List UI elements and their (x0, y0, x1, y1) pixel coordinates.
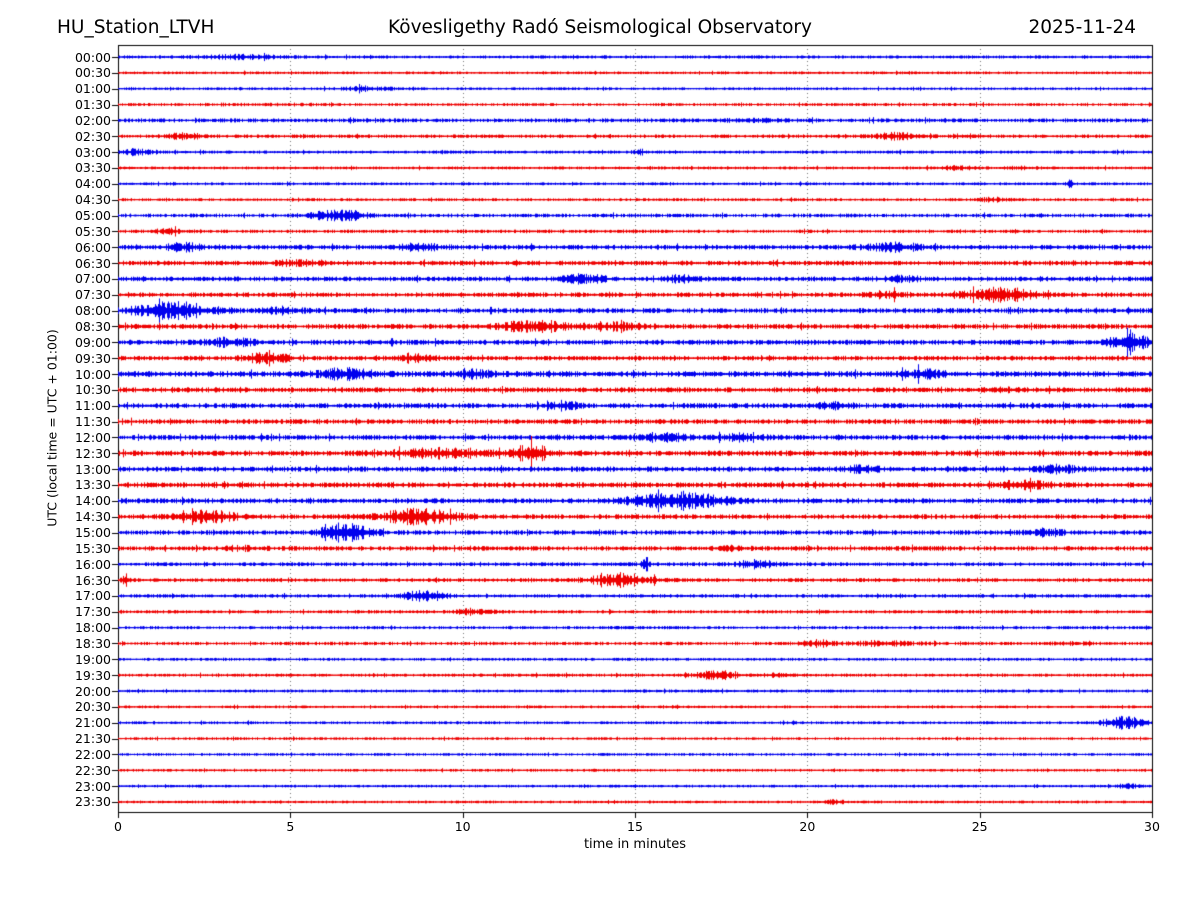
y-tick-label: 22:00 (74, 746, 111, 762)
y-tick-label: 06:00 (74, 239, 111, 255)
y-tick-label: 08:00 (74, 303, 111, 319)
y-axis-label: UTC (local time = UTC + 01:00) (44, 329, 60, 527)
x-tick-label: 0 (114, 819, 122, 834)
x-tick-label: 30 (1144, 819, 1160, 834)
y-tick-label: 21:30 (74, 731, 111, 747)
observatory-title: Kövesligethy Radó Seismological Observat… (388, 17, 812, 38)
y-tick-label: 00:00 (74, 49, 111, 65)
y-tick-label: 06:30 (74, 255, 111, 271)
y-tick-label: 04:30 (74, 192, 111, 208)
y-tick-label: 10:00 (74, 366, 111, 382)
y-tick-label: 03:00 (74, 144, 111, 160)
y-tick-label: 17:30 (74, 604, 111, 620)
y-tick-label: 02:30 (74, 128, 111, 144)
y-tick-label: 18:30 (74, 635, 111, 651)
y-tick-label: 11:00 (74, 398, 111, 414)
y-tick-label: 10:30 (74, 382, 111, 398)
x-axis-label: time in minutes (583, 837, 687, 852)
y-tick-label: 14:00 (74, 493, 111, 509)
y-tick-label: 08:30 (74, 318, 111, 334)
y-tick-label: 21:00 (74, 715, 111, 731)
y-tick-label: 02:00 (74, 112, 111, 128)
y-tick-label: 22:30 (74, 762, 111, 778)
y-tick-label: 07:00 (74, 271, 111, 287)
y-tick-label: 16:00 (74, 556, 111, 572)
y-tick-label: 12:30 (74, 445, 111, 461)
y-tick-label: 23:00 (74, 778, 111, 794)
y-tick-label: 07:30 (74, 287, 111, 303)
x-tick-label: 10 (454, 819, 471, 834)
y-tick-label: 16:30 (74, 572, 111, 588)
y-tick-label: 00:30 (74, 65, 111, 81)
y-tick-label: 15:00 (74, 525, 111, 541)
y-tick-label: 13:30 (74, 477, 111, 493)
x-tick-label: 15 (627, 819, 643, 834)
y-tick-label: 05:00 (74, 208, 111, 223)
y-tick-label: 12:00 (74, 429, 111, 445)
station-title: HU_Station_LTVH (57, 17, 215, 38)
y-tick-label: 20:30 (74, 699, 111, 715)
y-tick-label: 20:00 (74, 683, 111, 699)
y-tick-label: 11:30 (74, 414, 111, 430)
y-tick-label: 01:00 (74, 81, 111, 97)
y-tick-label: 18:00 (74, 620, 111, 636)
y-tick-label: 04:00 (74, 176, 111, 192)
x-tick-label: 5 (286, 819, 295, 834)
y-tick-label: 23:30 (74, 794, 111, 810)
y-tick-label: 19:00 (74, 651, 111, 667)
y-tick-label: 15:30 (74, 540, 111, 556)
y-tick-label: 09:30 (74, 350, 111, 366)
y-tick-label: 01:30 (74, 97, 111, 113)
y-tick-label: 03:30 (74, 160, 111, 176)
y-tick-label: 14:30 (74, 509, 111, 525)
date-title: 2025-11-24 (1028, 17, 1136, 38)
y-tick-label: 09:00 (74, 334, 111, 350)
y-tick-label: 13:00 (74, 461, 111, 477)
x-tick-label: 25 (971, 819, 988, 834)
y-tick-label: 19:30 (74, 667, 111, 683)
y-tick-label: 17:00 (74, 588, 111, 604)
y-tick-label: 05:30 (74, 223, 111, 239)
x-tick-label: 20 (799, 819, 816, 834)
